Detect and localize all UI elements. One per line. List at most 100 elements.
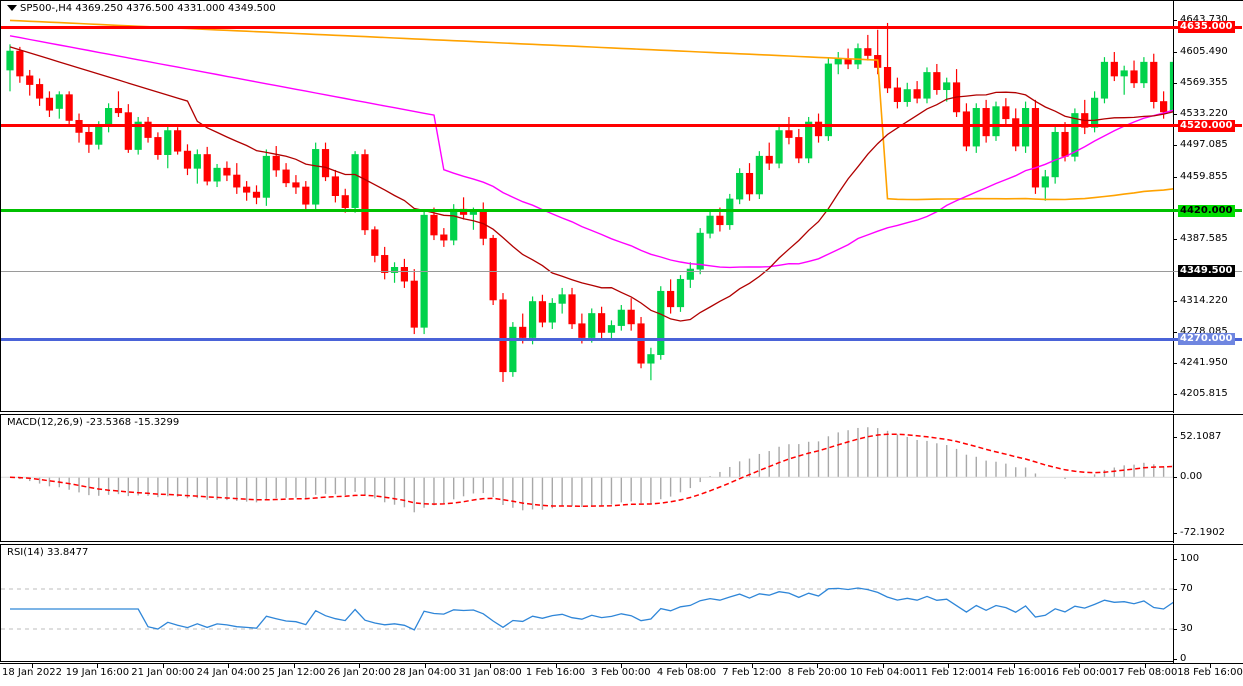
candle xyxy=(617,305,625,331)
time-axis-label: 28 Jan 04:00 xyxy=(392,667,457,678)
candle xyxy=(400,258,409,288)
macd-axis-tick xyxy=(1173,437,1177,439)
price-axis-label: 4314.220 xyxy=(1180,295,1228,307)
price-axis-label: 4605.490 xyxy=(1180,46,1228,58)
rsi-label: RSI(14) 33.8477 xyxy=(7,547,89,558)
rsi-axis[interactable]: 100 70 30 0 xyxy=(1173,545,1243,664)
candle xyxy=(361,149,369,235)
macd-axis-label: 0.00 xyxy=(1180,471,1203,483)
time-axis-tick xyxy=(948,664,950,668)
candle xyxy=(1120,65,1128,95)
price-axis-tick xyxy=(1173,19,1177,21)
candle xyxy=(193,149,201,184)
resistance-4520-tag[interactable]: 4520.000 xyxy=(1178,119,1235,132)
support-4420-tag[interactable]: 4420.000 xyxy=(1178,204,1235,217)
candle xyxy=(390,262,399,283)
candle xyxy=(538,294,547,328)
time-axis-label: 18 Jan 2022 xyxy=(2,667,62,678)
candle xyxy=(686,262,694,288)
time-axis-label: 8 Feb 20:00 xyxy=(787,667,847,678)
candle xyxy=(144,116,152,143)
candle xyxy=(795,128,803,164)
rsi-axis-label: 70 xyxy=(1180,583,1193,594)
candle xyxy=(637,316,645,369)
candle xyxy=(1081,99,1089,135)
rsi-axis-label: 0 xyxy=(1180,653,1187,664)
candle xyxy=(972,103,980,153)
candle xyxy=(1041,169,1049,201)
time-axis-tick xyxy=(1210,664,1211,668)
candle xyxy=(262,149,270,206)
candle xyxy=(765,142,773,170)
price-axis-label: 4278.085 xyxy=(1180,326,1228,338)
pivot-4270-line xyxy=(1,337,1242,341)
candle xyxy=(598,306,606,340)
price-axis-tick xyxy=(1173,83,1177,85)
rsi-svg xyxy=(1,587,1242,631)
resistance-4635-tag[interactable]: 4635.000 xyxy=(1178,21,1235,34)
candle xyxy=(233,163,241,194)
price-axis-tick xyxy=(1173,363,1177,365)
macd-plot[interactable] xyxy=(1,415,1242,541)
price-axis-label: 4643.730 xyxy=(1180,13,1228,25)
candle xyxy=(164,125,172,169)
candle xyxy=(292,175,300,194)
time-axis-label: 18 Feb 16:00 xyxy=(1177,667,1243,678)
rsi-plot[interactable] xyxy=(1,545,1242,661)
candle xyxy=(943,77,951,102)
time-axis-label: 26 Jan 20:00 xyxy=(327,667,391,678)
rsi-axis-tick xyxy=(1173,589,1177,590)
candle xyxy=(55,91,63,119)
ma-mid-line xyxy=(9,35,1242,269)
candle xyxy=(1002,98,1010,126)
price-axis[interactable]: 4635.000 4520.000 4420.000 4349.500 4270.000… xyxy=(1173,1,1243,413)
time-axis-tick xyxy=(424,664,426,668)
macd-axis-separator xyxy=(1173,415,1174,543)
candle xyxy=(706,210,714,239)
time-axis-label: 24 Jan 04:00 xyxy=(196,667,260,678)
candle xyxy=(923,67,931,104)
time-axis[interactable]: 18 Jan 2022 19 Jan 16:00 21 Jan 00:00 24 Ja… xyxy=(0,663,1243,686)
pivot-4270-tag[interactable]: 4270.000 xyxy=(1178,333,1235,346)
candle xyxy=(440,228,448,247)
candle xyxy=(312,142,320,211)
candle xyxy=(992,101,1000,141)
candle xyxy=(528,296,537,345)
time-axis-tick xyxy=(228,664,230,668)
candle xyxy=(509,322,517,377)
time-axis-tick xyxy=(817,664,819,668)
time-axis-tick xyxy=(490,664,492,668)
rsi-axis-tick xyxy=(1173,659,1177,660)
time-axis-tick xyxy=(162,664,164,668)
price-axis-label: 4205.815 xyxy=(1180,388,1228,400)
macd-label: MACD(12,26,9) -23.5368 -15.3299 xyxy=(7,417,180,428)
rsi-axis-label: 30 xyxy=(1180,623,1193,634)
price-chart-panel[interactable]: SP500-,H4 4369.250 4376.500 4331.000 434… xyxy=(0,0,1243,413)
candle xyxy=(420,210,428,335)
ma-slow-line xyxy=(9,19,1242,201)
price-axis-label: 4387.585 xyxy=(1180,232,1228,244)
current-price-4349-line xyxy=(1,270,1242,272)
price-axis-label: 4569.355 xyxy=(1180,77,1228,89)
time-axis-tick xyxy=(686,664,688,668)
candle xyxy=(913,81,921,104)
candle xyxy=(736,168,744,205)
candle xyxy=(174,127,182,155)
time-axis-tick xyxy=(97,664,99,668)
macd-signal-line xyxy=(9,433,1242,508)
candle xyxy=(657,286,665,360)
candle xyxy=(647,347,655,381)
time-axis-label: 25 Jan 12:00 xyxy=(262,667,326,678)
price-chart-plot[interactable] xyxy=(1,1,1242,411)
rsi-panel[interactable]: RSI(14) 33.8477 100 70 30 0 xyxy=(0,544,1243,664)
current-price-4349-tag[interactable]: 4349.500 xyxy=(1178,265,1235,278)
triangle-down-icon[interactable] xyxy=(7,5,17,11)
candle xyxy=(775,125,783,169)
candle xyxy=(154,132,162,160)
candle xyxy=(903,82,911,107)
candle xyxy=(243,181,251,201)
price-axis-tick xyxy=(1173,394,1177,396)
candle xyxy=(667,279,675,314)
macd-panel[interactable]: MACD(12,26,9) -23.5368 -15.3299 52.1087 0… xyxy=(0,414,1243,543)
macd-axis[interactable]: 52.1087 0.00 -72.1902 xyxy=(1173,415,1243,543)
